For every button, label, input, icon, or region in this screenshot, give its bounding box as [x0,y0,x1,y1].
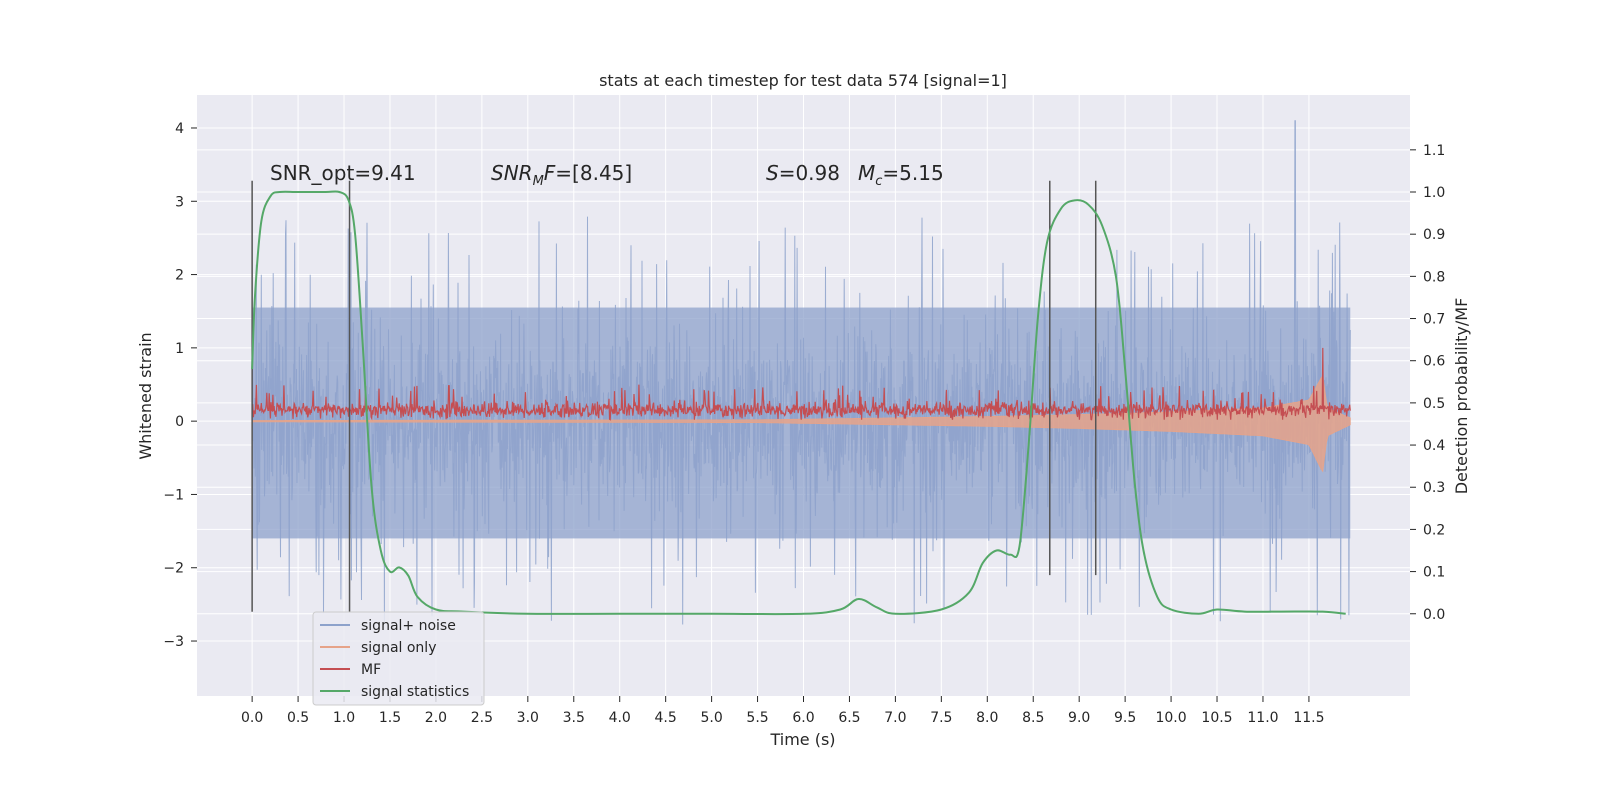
x-tick-label: 6.0 [792,710,814,726]
y-right-tick-label: 0.3 [1423,480,1445,496]
y-left-tick-label: −3 [163,634,184,650]
annotation-snr-opt: SNR_opt=9.41 [270,161,416,185]
x-axis-label: Time (s) [769,730,835,749]
x-tick-label: 7.0 [884,710,906,726]
x-tick-label: 9.0 [1068,710,1090,726]
x-tick-label: 4.0 [609,710,631,726]
series-mf [251,347,1351,421]
legend-label-signal-statistics: signal statistics [361,684,469,700]
x-tick-label: 7.5 [930,710,952,726]
x-tick-label: 11.5 [1293,710,1324,726]
x-tick-label: 0.0 [241,710,263,726]
annotation-mc: Mc=5.15 [858,161,944,189]
y-right-tick-label: 0.1 [1423,565,1445,581]
y-right-tick-label: 0.6 [1423,354,1445,370]
x-tick-label: 11.0 [1247,710,1278,726]
y-axis-left-label: Whitened strain [136,332,155,459]
y-right-tick-label: 0.4 [1423,438,1445,454]
chart-title: stats at each timestep for test data 574… [599,71,1007,90]
x-tick-label: 10.0 [1155,710,1186,726]
y-left-tick-label: −2 [163,561,184,577]
legend: signal+ noise signal only MF signal stat… [312,611,485,706]
x-tick-label: 8.5 [1022,710,1044,726]
y-right-tick-label: 0.9 [1423,227,1445,243]
y-left-tick-label: 4 [175,121,184,137]
x-tick-label: 6.5 [838,710,860,726]
y-right-tick-label: 0.2 [1423,522,1445,538]
x-tick-label: 8.0 [976,710,998,726]
y-axis-left-ticks: 4 3 2 1 0 −1 −2 −3 [163,121,197,650]
x-tick-label: 1.5 [379,710,401,726]
legend-box [312,611,485,706]
mf-line [251,347,1351,421]
x-tick-label: 2.5 [471,710,493,726]
y-right-tick-label: 1.0 [1423,185,1445,201]
y-left-tick-label: −1 [163,487,184,503]
vertical-markers [251,180,1097,612]
annotation-s: S=0.98 [766,161,840,185]
legend-label-signal-plus-noise: signal+ noise [361,618,456,634]
x-tick-label: 9.5 [1114,710,1136,726]
x-tick-label: 2.0 [425,710,447,726]
x-tick-label: 3.0 [517,710,539,726]
signal-only-area [251,374,1351,473]
x-axis-ticks: 0.0 0.5 1.0 1.5 2.0 2.5 3.0 3.5 4.0 4.5 5.0 5.5 6.0 6… [241,696,1325,726]
y-right-tick-label: 0.5 [1423,396,1445,412]
y-right-tick-label: 0.7 [1423,312,1445,328]
x-tick-label: 3.5 [563,710,585,726]
legend-label-signal-only: signal only [361,640,436,656]
x-tick-label: 10.5 [1201,710,1232,726]
y-right-tick-label: 1.1 [1423,143,1445,159]
x-tick-label: 0.5 [287,710,309,726]
y-left-tick-label: 3 [175,194,184,210]
y-axis-right-label: Detection probability/MF [1452,298,1471,495]
annotation-snr-mf: SNRMF=[8.45] [491,161,632,189]
y-right-tick-label: 0.0 [1423,607,1445,623]
legend-label-mf: MF [361,662,381,678]
x-tick-label: 5.0 [700,710,722,726]
series-signal-statistics [251,190,1346,616]
series-signal-only [251,374,1351,473]
x-tick-label: 1.0 [333,710,355,726]
x-tick-label: 5.5 [746,710,768,726]
y-left-tick-label: 1 [175,341,184,357]
x-tick-label: 4.5 [655,710,677,726]
signal-statistics-line [251,190,1346,616]
y-axis-right-ticks: 1.1 1.0 0.9 0.8 0.7 0.6 0.5 0.4 0.3 0.2 0.1 0.0 [1410,143,1445,623]
y-left-tick-label: 0 [175,414,184,430]
y-left-tick-label: 2 [175,268,184,284]
y-right-tick-label: 0.8 [1423,269,1445,285]
